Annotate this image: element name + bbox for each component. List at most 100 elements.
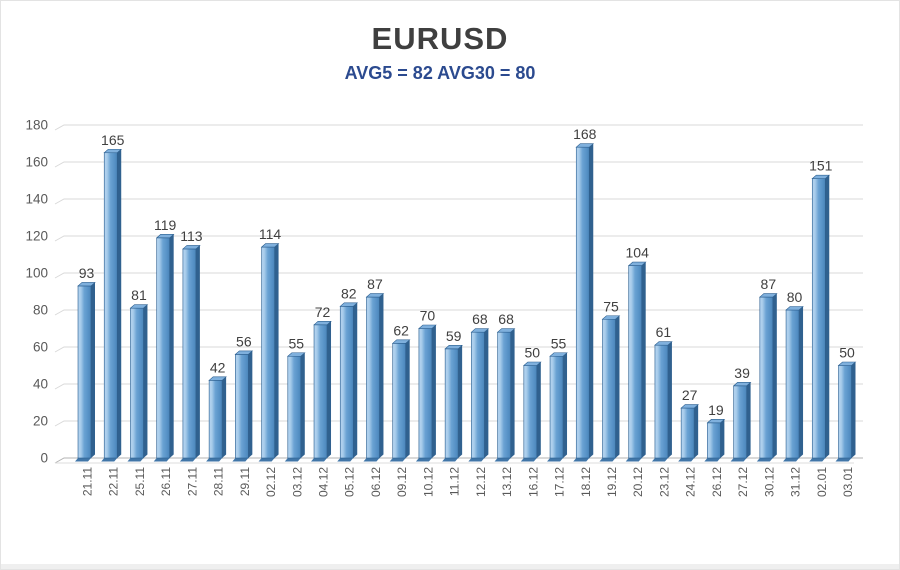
x-axis-label: 12.12	[474, 467, 488, 497]
grid-line	[54, 198, 863, 205]
y-axis-label: 140	[25, 192, 48, 207]
grid-line	[54, 124, 863, 131]
bar-value-label: 56	[236, 333, 252, 349]
bottom-border-band	[1, 564, 899, 569]
bar-value-label: 42	[210, 359, 226, 375]
bar	[573, 143, 595, 462]
bar	[311, 320, 332, 462]
bar-value-label: 104	[626, 245, 650, 261]
bar-value-label: 87	[367, 276, 383, 292]
bar-value-label: 119	[154, 217, 177, 233]
x-axis-label: 10.12	[421, 467, 435, 497]
x-axis-label: 28.11	[212, 467, 226, 496]
bar-value-label: 87	[761, 276, 777, 292]
y-axis-label: 60	[33, 340, 48, 355]
x-axis-label: 20.12	[631, 467, 645, 497]
bar-value-label: 80	[787, 289, 803, 305]
bar	[258, 243, 280, 462]
chart-subtitle: AVG5 = 82 AVG30 = 80	[344, 63, 536, 83]
bar	[179, 245, 201, 462]
bar-value-label: 165	[101, 132, 125, 148]
x-axis-label: 29.11	[238, 467, 252, 496]
x-axis-label: 18.12	[579, 467, 593, 497]
y-axis-label: 180	[25, 118, 48, 133]
y-axis-label: 0	[40, 451, 48, 466]
x-axis-label: 03.01	[841, 467, 855, 497]
x-axis-label: 30.12	[762, 467, 776, 497]
x-axis-label: 26.11	[159, 467, 173, 496]
bar	[547, 352, 568, 462]
bar	[468, 328, 490, 462]
y-axis-label: 80	[33, 303, 48, 318]
bar-value-label: 68	[498, 311, 514, 327]
grid-line	[54, 161, 863, 168]
bar-value-label: 114	[259, 226, 282, 242]
y-axis-label: 20	[33, 414, 48, 429]
bar-value-label: 62	[393, 322, 409, 338]
bar-value-label: 55	[289, 335, 305, 351]
bar	[389, 339, 411, 462]
grid-line	[54, 272, 863, 279]
x-axis-label: 11.12	[448, 467, 462, 496]
bar	[415, 324, 437, 462]
bar-value-label: 151	[809, 158, 833, 174]
x-axis-label: 04.12	[317, 467, 331, 497]
y-axis-label: 160	[25, 155, 48, 170]
bar	[625, 261, 647, 462]
bar	[127, 304, 149, 462]
x-axis-label: 02.12	[264, 467, 278, 497]
x-axis-label: 09.12	[395, 467, 409, 497]
bar	[232, 350, 254, 462]
bar-value-label: 68	[472, 311, 488, 327]
x-axis-baseline	[54, 457, 863, 464]
y-axis-label: 40	[33, 377, 48, 392]
bar	[678, 404, 699, 462]
bar-value-label: 75	[603, 298, 619, 314]
bar-value-label: 19	[708, 402, 724, 418]
bar	[153, 234, 175, 462]
grid-line	[54, 420, 863, 427]
x-axis-label: 22.11	[107, 467, 121, 496]
grid-line	[54, 346, 863, 353]
chart-title: EURUSD	[371, 21, 509, 56]
x-axis-label: 05.12	[343, 467, 357, 497]
bar	[809, 174, 831, 462]
bar	[835, 361, 857, 462]
x-axis-label: 06.12	[369, 467, 383, 497]
grid-line	[54, 309, 863, 316]
bar-value-label: 168	[573, 126, 597, 142]
bar-value-label: 82	[341, 285, 357, 301]
bar	[651, 341, 673, 462]
y-axis-label: 100	[25, 266, 48, 281]
bar	[599, 315, 621, 462]
bar-value-label: 50	[839, 345, 855, 361]
x-axis-label: 03.12	[290, 467, 304, 497]
x-axis-label: 02.01	[815, 467, 829, 497]
bar	[206, 376, 227, 462]
bar-value-label: 93	[79, 265, 95, 281]
grid-line	[54, 383, 863, 390]
bar	[284, 352, 306, 462]
x-axis-label: 25.11	[133, 467, 147, 496]
y-axis-label: 120	[25, 229, 48, 244]
bar	[704, 419, 726, 462]
x-axis-label: 13.12	[500, 467, 514, 497]
bar	[730, 382, 752, 462]
grid-line	[54, 235, 863, 242]
bar-value-label: 27	[682, 387, 698, 403]
bar	[520, 361, 542, 462]
x-axis-label: 27.12	[736, 467, 750, 497]
bar	[783, 306, 804, 462]
x-axis-label: 17.12	[553, 467, 567, 497]
bar	[363, 293, 385, 462]
bar	[494, 328, 516, 462]
x-axis-label: 24.12	[684, 467, 698, 497]
bar-value-label: 113	[180, 228, 203, 244]
bar	[75, 282, 96, 462]
bar-value-label: 61	[656, 324, 672, 340]
bar-value-label: 70	[420, 308, 436, 324]
bar	[101, 148, 123, 462]
bar-value-label: 50	[525, 345, 541, 361]
